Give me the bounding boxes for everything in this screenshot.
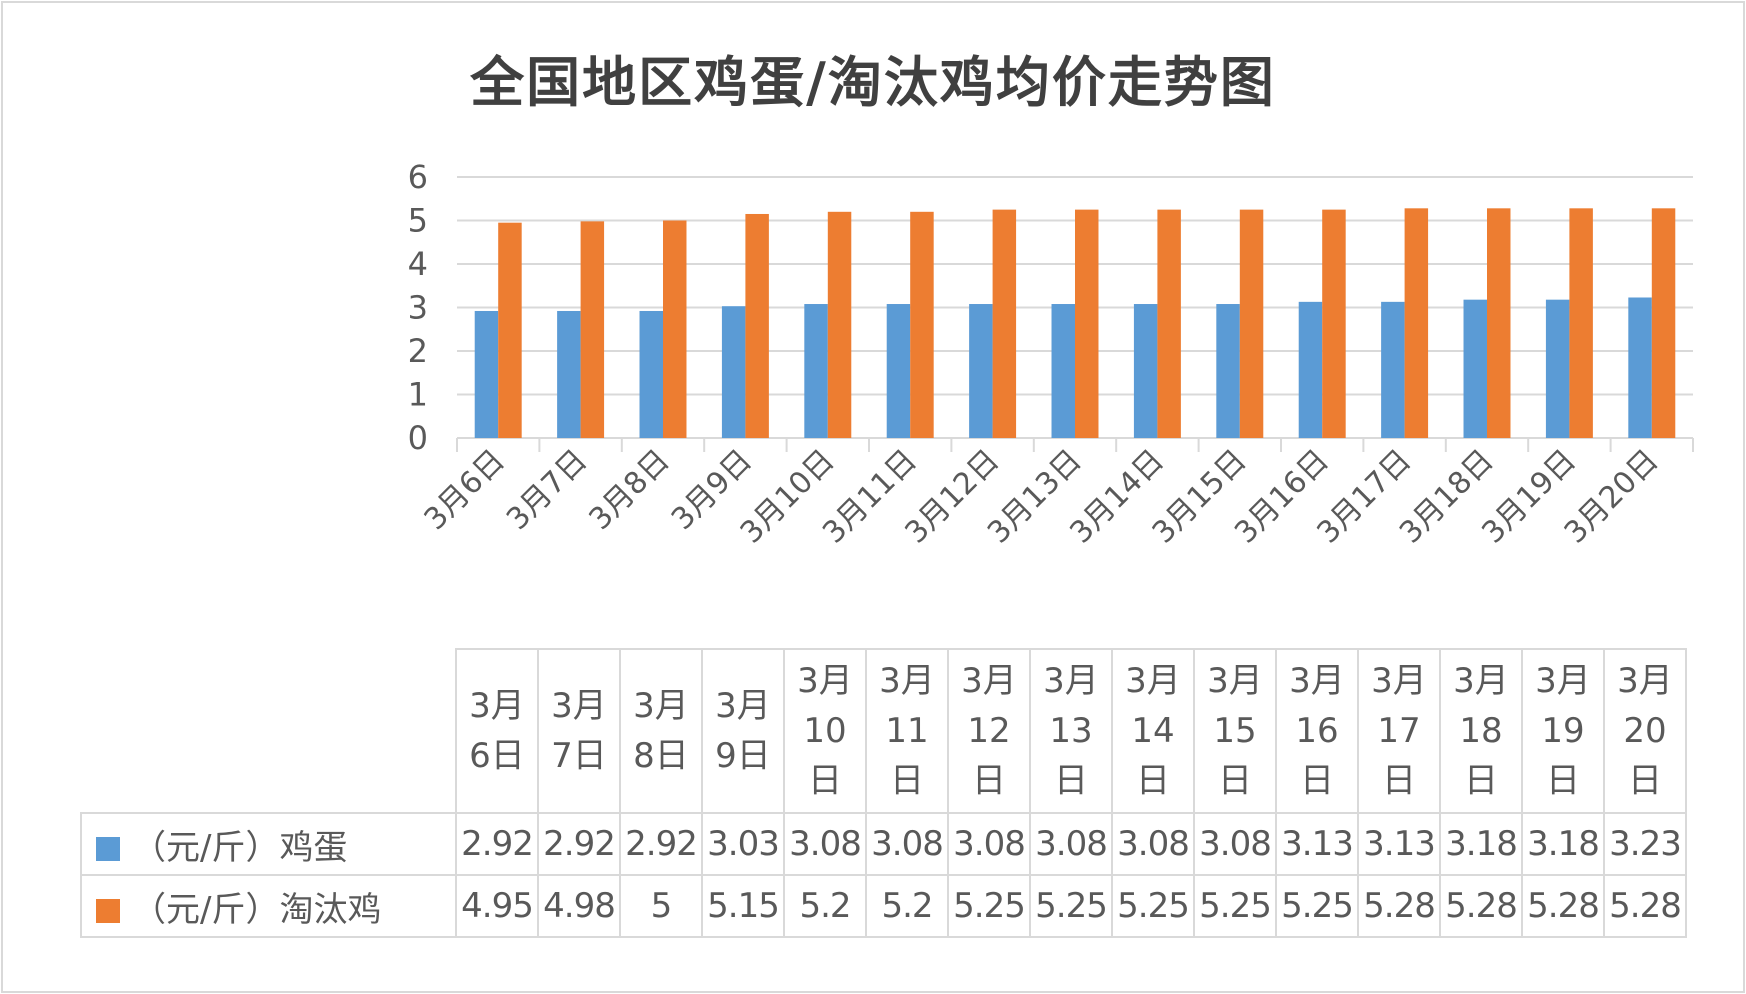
bar-culled-hen — [1487, 208, 1511, 438]
y-tick-label: 2 — [408, 332, 428, 370]
table-value-cell: 3.08 — [1193, 812, 1277, 876]
x-tick-label: 3月7日 — [500, 443, 594, 537]
data-table: 3月 6日 3月 7日 3月 8日 3月 9日 3月 10 日 3月 11 日 3月 12 日 3月 13 日 3月 14… — [80, 648, 1687, 938]
table-header-cell: 3月 7日 — [537, 648, 621, 814]
table-value-cell: 5 — [619, 874, 703, 938]
table-value-cell: 5.25 — [1193, 874, 1277, 938]
table-header-cell: 3月 16 日 — [1275, 648, 1359, 814]
bar-egg — [1628, 297, 1652, 438]
table-header-cell: 3月 11 日 — [865, 648, 949, 814]
table-row: （元/斤）鸡蛋 2.92 2.92 2.92 3.03 3.08 3.08 3.08 3.08 3… — [80, 812, 1687, 876]
table-value-cell: 5.28 — [1603, 874, 1687, 938]
bar-egg — [1298, 301, 1323, 438]
bar-culled-hen — [498, 222, 522, 438]
bar-egg — [804, 304, 828, 438]
table-header-cell: 3月 15 日 — [1193, 648, 1277, 814]
bar-egg — [721, 306, 746, 438]
table-value-cell: 4.95 — [455, 874, 539, 938]
bar-culled-hen — [910, 211, 934, 438]
bar-egg — [1051, 304, 1075, 438]
table-header-cell: 3月 12 日 — [947, 648, 1031, 814]
bar-egg — [969, 304, 993, 438]
table-value-cell: 2.92 — [537, 812, 621, 876]
table-header-cell: 3月 20 日 — [1603, 648, 1687, 814]
table-value-cell: 3.18 — [1521, 812, 1605, 876]
table-value-cell: 3.13 — [1275, 812, 1359, 876]
bar-culled-hen — [992, 209, 1017, 438]
bar-culled-hen — [663, 220, 687, 438]
bar-egg — [474, 310, 499, 438]
table-value-cell: 3.23 — [1603, 812, 1687, 876]
bar-egg — [1381, 301, 1405, 438]
table-value-cell: 3.08 — [1029, 812, 1113, 876]
legend-entry: （元/斤）鸡蛋 — [80, 812, 457, 876]
bar-culled-hen — [1075, 209, 1099, 438]
table-value-cell: 5.2 — [865, 874, 949, 938]
bar-culled-hen — [1157, 209, 1181, 438]
bar-egg — [1133, 304, 1158, 438]
table-value-cell: 4.98 — [537, 874, 621, 938]
y-tick-label: 6 — [408, 158, 428, 196]
bar-culled-hen — [827, 211, 852, 438]
legend-entry: （元/斤）淘汰鸡 — [80, 874, 457, 938]
bar-egg — [639, 310, 663, 438]
x-tick-label: 3月6日 — [418, 443, 512, 537]
y-tick-label: 3 — [408, 289, 428, 327]
legend-swatch-icon — [96, 837, 120, 861]
table-header-cell: 3月 19 日 — [1521, 648, 1605, 814]
table-value-cell: 5.28 — [1521, 874, 1605, 938]
table-header-cell: 3月 14 日 — [1111, 648, 1195, 814]
bar-egg — [1545, 299, 1570, 438]
table-value-cell: 5.15 — [701, 874, 785, 938]
table-value-cell: 5.2 — [783, 874, 867, 938]
table-header-cell: 3月 6日 — [455, 648, 539, 814]
table-value-cell: 5.25 — [1275, 874, 1359, 938]
table-header-cell: 3月 13 日 — [1029, 648, 1113, 814]
table-value-cell: 5.28 — [1357, 874, 1441, 938]
table-value-cell: 5.25 — [1029, 874, 1113, 938]
table-value-cell: 5.25 — [1111, 874, 1195, 938]
table-header-cell: 3月 10 日 — [783, 648, 867, 814]
chart-title: 全国地区鸡蛋/淘汰鸡均价走势图 — [470, 51, 1276, 114]
x-tick-label: 3月8日 — [582, 443, 676, 537]
bar-culled-hen — [1569, 208, 1593, 438]
bar-culled-hen — [745, 213, 769, 438]
y-tick-label: 4 — [408, 245, 428, 283]
table-value-cell: 3.08 — [783, 812, 867, 876]
bar-culled-hen — [1239, 209, 1264, 438]
legend-swatch-icon — [96, 899, 120, 923]
table-row: （元/斤）淘汰鸡 4.95 4.98 5 5.15 5.2 5.2 5.25 5.25 5.25 5… — [80, 874, 1687, 938]
bar-egg — [1463, 299, 1487, 438]
table-header-cell: 3月 8日 — [619, 648, 703, 814]
table-value-cell: 2.92 — [619, 812, 703, 876]
bar-culled-hen — [1404, 208, 1429, 438]
table-header-cell: 3月 9日 — [701, 648, 785, 814]
table-value-cell: 5.25 — [947, 874, 1031, 938]
table-value-cell: 2.92 — [455, 812, 539, 876]
table-header-cell: 3月 17 日 — [1357, 648, 1441, 814]
y-tick-label: 0 — [408, 419, 428, 457]
bar-egg — [1216, 304, 1240, 438]
table-value-cell: 3.08 — [947, 812, 1031, 876]
legend-label: （元/斤）淘汰鸡 — [132, 889, 382, 930]
table-value-cell: 3.18 — [1439, 812, 1523, 876]
bar-egg — [886, 304, 911, 438]
table-value-cell: 3.08 — [865, 812, 949, 876]
y-tick-label: 5 — [408, 202, 428, 240]
y-tick-label: 1 — [408, 376, 428, 414]
bar-culled-hen — [580, 221, 605, 438]
table-value-cell: 5.28 — [1439, 874, 1523, 938]
bar-culled-hen — [1651, 208, 1676, 438]
table-value-cell: 3.13 — [1357, 812, 1441, 876]
legend-label: （元/斤）鸡蛋 — [132, 827, 348, 868]
table-header-cell: 3月 18 日 — [1439, 648, 1523, 814]
table-corner — [81, 649, 457, 814]
table-value-cell: 3.03 — [701, 812, 785, 876]
table-value-cell: 3.08 — [1111, 812, 1195, 876]
bar-culled-hen — [1322, 209, 1346, 438]
bar-egg — [557, 310, 581, 438]
